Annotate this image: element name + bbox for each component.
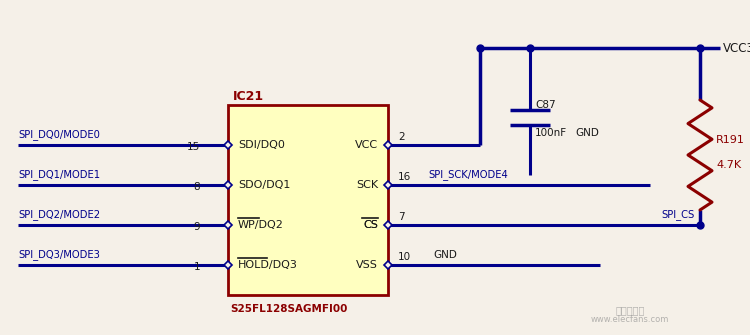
Text: 7: 7 [398,212,405,222]
Text: CS: CS [363,220,378,230]
Text: R191: R191 [716,135,745,145]
Text: C87: C87 [535,100,556,110]
Text: 1: 1 [194,262,200,272]
Text: HOLD/DQ3: HOLD/DQ3 [238,260,298,270]
Text: 16: 16 [398,172,411,182]
Text: 2: 2 [398,132,405,142]
Text: VCC: VCC [355,140,378,150]
Text: CS: CS [363,220,378,230]
Text: SDI/DQ0: SDI/DQ0 [238,140,285,150]
Text: SPI_DQ1/MODE1: SPI_DQ1/MODE1 [18,170,101,181]
Text: SPI_CS: SPI_CS [662,210,695,220]
Text: VCC3V3: VCC3V3 [723,42,750,55]
Text: GND: GND [433,250,457,260]
Text: SPI_DQ3/MODE3: SPI_DQ3/MODE3 [18,250,100,260]
Text: S25FL128SAGMFI00: S25FL128SAGMFI00 [230,304,347,314]
Text: VSS: VSS [356,260,378,270]
Text: SPI_SCK/MODE4: SPI_SCK/MODE4 [428,170,508,181]
Text: IC21: IC21 [233,90,264,104]
Text: GND: GND [575,128,598,138]
Text: WP/DQ2: WP/DQ2 [238,220,284,230]
Bar [228,105,388,295]
Text: SPI_DQ2/MODE2: SPI_DQ2/MODE2 [18,210,101,220]
Text: 100nF: 100nF [535,128,567,138]
Text: SCK: SCK [356,180,378,190]
Text: 9: 9 [194,222,200,232]
Text: 15: 15 [187,142,200,152]
Text: SDO/DQ1: SDO/DQ1 [238,180,290,190]
Text: www.elecfans.com: www.elecfans.com [591,316,669,325]
Text: 8: 8 [194,182,200,192]
Text: 4.7K: 4.7K [716,160,741,170]
Text: 10: 10 [398,252,411,262]
Text: SPI_DQ0/MODE0: SPI_DQ0/MODE0 [18,130,100,140]
Text: 电子发烧友: 电子发烧友 [615,305,645,315]
